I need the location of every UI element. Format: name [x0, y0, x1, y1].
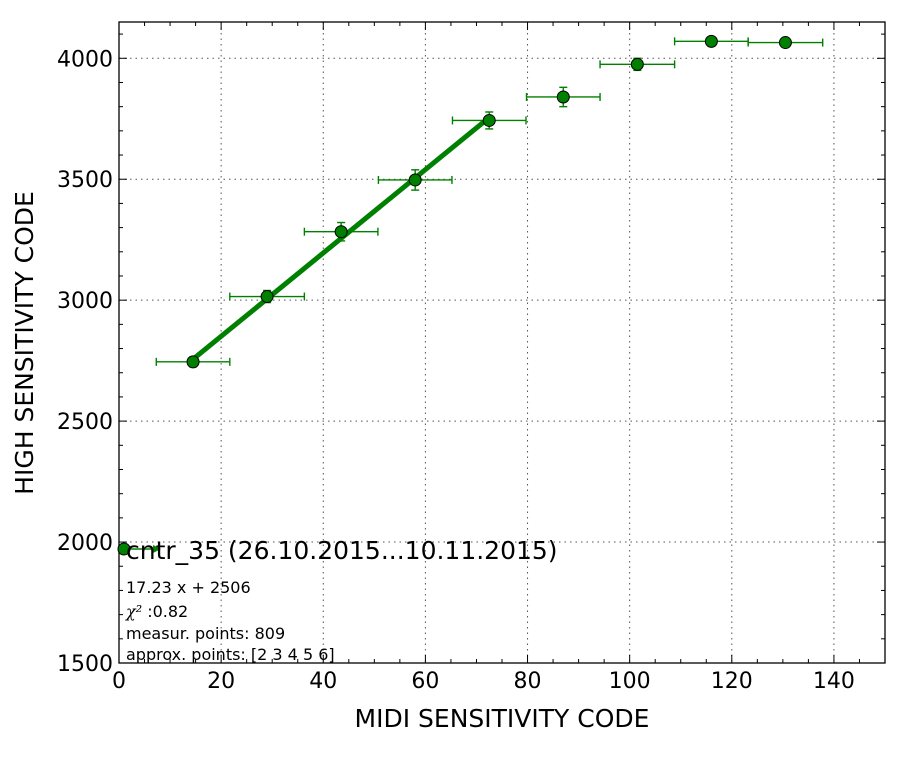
data-point	[556, 90, 570, 104]
x-tick-label: 120	[711, 669, 753, 694]
data-point	[482, 113, 496, 127]
data-points	[186, 34, 792, 369]
data-point	[186, 355, 200, 369]
y-tick-label: 3500	[57, 168, 113, 193]
chi-symbol: χ²	[125, 602, 142, 621]
x-tick-label: 80	[514, 669, 542, 694]
data-point	[778, 36, 792, 50]
y-tick-label: 3000	[57, 289, 113, 314]
legend-approx-points: approx. points: [2 3 4 5 6]	[126, 645, 335, 664]
x-tick-label: 60	[411, 669, 439, 694]
data-point	[630, 57, 644, 71]
grid-lines	[119, 22, 885, 663]
x-tick-labels: 0 20 40 60 80 100 120 140	[112, 669, 855, 694]
y-tick-label: 2500	[57, 410, 113, 435]
y-tick-labels: 1500 2000 2500 3000 3500 4000	[57, 47, 113, 677]
data-point	[704, 34, 718, 48]
legend-equation: 17.23 x + 2506	[126, 578, 251, 597]
legend-arrow-icon	[153, 545, 161, 553]
x-tick-label: 140	[813, 669, 855, 694]
legend-marker-icon	[117, 542, 131, 556]
minor-ticks	[119, 22, 886, 663]
major-ticks	[118, 22, 885, 664]
y-axis-title: HIGH SENSITIVITY CODE	[10, 191, 39, 495]
x-tick-label: 0	[112, 669, 126, 694]
legend-title: cntr_35 (26.10.2015...10.11.2015)	[126, 536, 558, 565]
legend: cntr_35 (26.10.2015...10.11.2015) 17.23 …	[117, 536, 558, 664]
data-point	[260, 290, 274, 304]
legend-measur-points: measur. points: 809	[126, 624, 285, 643]
plot-frame	[118, 21, 886, 664]
data-point	[334, 225, 348, 239]
chi-value: :0.82	[142, 602, 188, 621]
data-point	[408, 173, 422, 187]
y-tick-label: 1500	[57, 652, 113, 677]
y-tick-label: 4000	[57, 47, 113, 72]
x-tick-label: 100	[609, 669, 651, 694]
legend-chi-square: χ² :0.82	[125, 602, 188, 621]
x-tick-label: 20	[207, 669, 235, 694]
x-axis-title: MIDI SENSITIVITY CODE	[355, 704, 650, 733]
y-tick-label: 2000	[57, 531, 113, 556]
x-tick-label: 40	[309, 669, 337, 694]
